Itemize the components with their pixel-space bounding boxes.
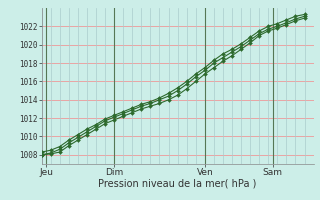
X-axis label: Pression niveau de la mer( hPa ): Pression niveau de la mer( hPa ) <box>99 179 257 189</box>
